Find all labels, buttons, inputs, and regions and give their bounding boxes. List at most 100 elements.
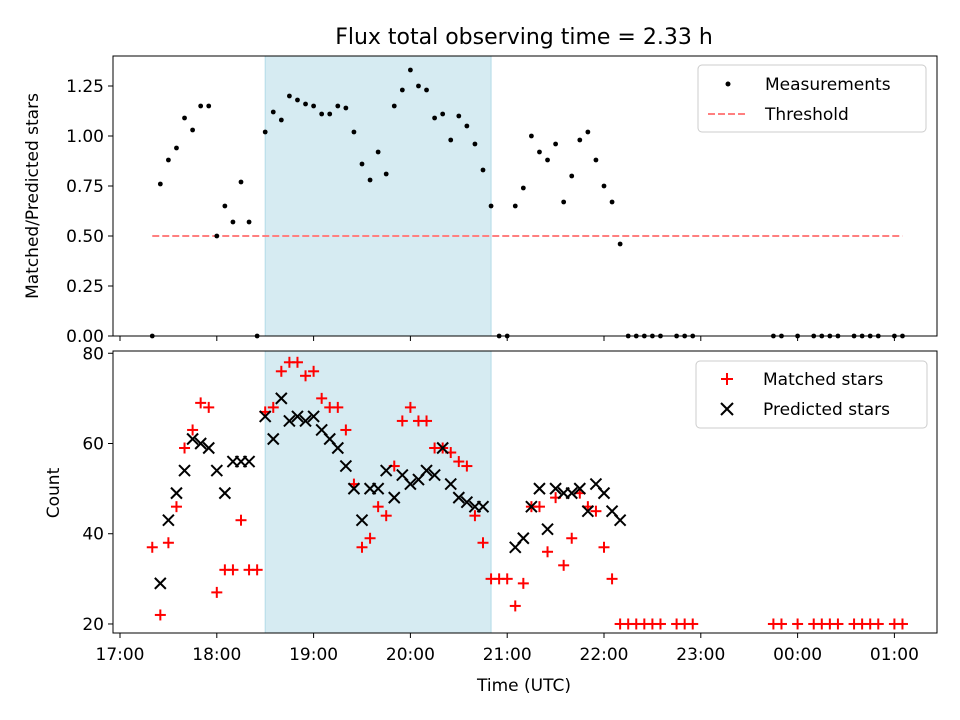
- top-legend-box: [697, 64, 927, 133]
- measurement-point: [472, 141, 478, 147]
- measurement-point: [416, 83, 421, 89]
- y-tick-label: 0.00: [66, 327, 104, 347]
- matched-star-point: [566, 532, 578, 544]
- legend-label-measurements: Measurements: [765, 75, 891, 95]
- matched-star-point: [501, 573, 513, 585]
- measurement-point: [609, 199, 615, 205]
- measurement-point: [383, 171, 389, 177]
- highlight-span-bottom: [264, 350, 492, 634]
- matched-star-point: [687, 618, 699, 630]
- measurement-point: [561, 199, 567, 205]
- measurement-point: [182, 115, 187, 121]
- measurement-point: [351, 129, 357, 135]
- predicted-star-point: [428, 468, 441, 482]
- measurement-point: [174, 145, 179, 151]
- measurement-point: [206, 103, 212, 109]
- bottom-legend-box: [695, 360, 928, 429]
- legend-label-predicted: Predicted stars: [763, 400, 890, 420]
- matched-star-point: [606, 573, 618, 585]
- predicted-star-point: [186, 432, 199, 446]
- predicted-star-point: [291, 410, 304, 423]
- measurement-point: [335, 103, 341, 109]
- matched-star-point: [195, 397, 207, 409]
- measurement-point: [553, 141, 558, 147]
- predicted-star-point: [573, 482, 587, 495]
- matched-star-point: [291, 356, 303, 368]
- predicted-star-point: [307, 410, 320, 423]
- measurement-point: [448, 137, 454, 143]
- predicted-star-point: [299, 414, 312, 428]
- legend-label-matched: Matched stars: [763, 370, 883, 390]
- measurement-point: [166, 157, 171, 163]
- measurement-point: [367, 177, 373, 183]
- matched-star-point: [332, 401, 344, 413]
- predicted-star-point: [283, 414, 296, 428]
- x-axis-label: Time (UTC): [476, 676, 571, 696]
- chart-title: Flux total observing time = 2.33 h: [335, 25, 713, 50]
- matched-star-point: [146, 541, 158, 553]
- predicted-star-point: [444, 477, 457, 491]
- predicted-star-point: [170, 486, 183, 500]
- predicted-star-point: [404, 477, 417, 491]
- matched-star-point: [872, 618, 884, 630]
- matched-star-point: [453, 456, 465, 468]
- measurement-point: [311, 103, 316, 109]
- measurement-point: [230, 219, 236, 225]
- measurement-point: [480, 167, 486, 173]
- matched-star-point: [896, 618, 908, 630]
- top-legend: Measurements Threshold: [697, 64, 927, 133]
- bottom-y-axis-label: Count: [44, 467, 64, 518]
- predicted-star-point: [218, 486, 232, 500]
- bottom-panel: 20 40 60 80 17:00 18:00 19:00 20:00 21:00 22:00 2…: [44, 344, 938, 696]
- matched-star-point: [517, 577, 529, 589]
- x-tick-label: 23:00: [676, 645, 725, 665]
- matched-star-point: [832, 618, 844, 630]
- measurement-point: [270, 109, 276, 115]
- matched-star-point: [421, 415, 433, 427]
- predicted-star-point: [258, 410, 272, 423]
- measurement-point: [569, 173, 575, 179]
- x-tick-label: 22:00: [580, 645, 629, 665]
- matched-star-point: [372, 501, 384, 513]
- predicted-star-point: [613, 513, 627, 527]
- measurement-point: [157, 181, 163, 187]
- predicted-star-point: [178, 464, 191, 477]
- measurement-point: [464, 123, 470, 129]
- y-tick-label: 20: [82, 615, 104, 635]
- matched-star-point: [300, 370, 312, 382]
- matched-star-point: [211, 586, 223, 598]
- x-tick-label: 17:00: [96, 645, 145, 665]
- measurement-point: [238, 179, 244, 185]
- predicted-star-point: [436, 441, 449, 455]
- measurement-point: [319, 111, 325, 117]
- matched-star-point: [364, 532, 376, 544]
- predicted-star-point: [154, 577, 167, 590]
- matched-star-point: [154, 609, 166, 621]
- matched-star-point: [203, 401, 215, 413]
- predicted-star-point: [267, 432, 280, 446]
- matched-star-point: [461, 460, 473, 472]
- predicted-star-point: [242, 455, 256, 468]
- measurement-point: [529, 133, 534, 139]
- measurement-point: [287, 93, 292, 99]
- x-tick-label: 01:00: [870, 645, 919, 665]
- predicted-star-point: [420, 464, 433, 477]
- measurement-point: [198, 103, 204, 109]
- predicted-star-point: [379, 464, 393, 477]
- predicted-star-point: [597, 486, 611, 500]
- measurement-point: [327, 111, 333, 117]
- matched-star-point: [380, 510, 392, 522]
- x-tick-label: 20:00: [386, 645, 435, 665]
- predicted-star-point: [452, 491, 466, 504]
- predicted-star-point: [275, 392, 288, 405]
- measurement-point: [537, 149, 542, 155]
- y-tick-label: 0.50: [66, 227, 104, 247]
- legend-label-threshold: Threshold: [764, 105, 849, 125]
- matched-star-point: [558, 559, 570, 571]
- matched-star-point: [340, 424, 352, 436]
- measurement-point: [440, 111, 446, 117]
- measurement-point: [303, 101, 308, 107]
- matched-star-point: [251, 564, 263, 576]
- measurement-point: [585, 129, 591, 135]
- matched-star-point: [396, 415, 408, 427]
